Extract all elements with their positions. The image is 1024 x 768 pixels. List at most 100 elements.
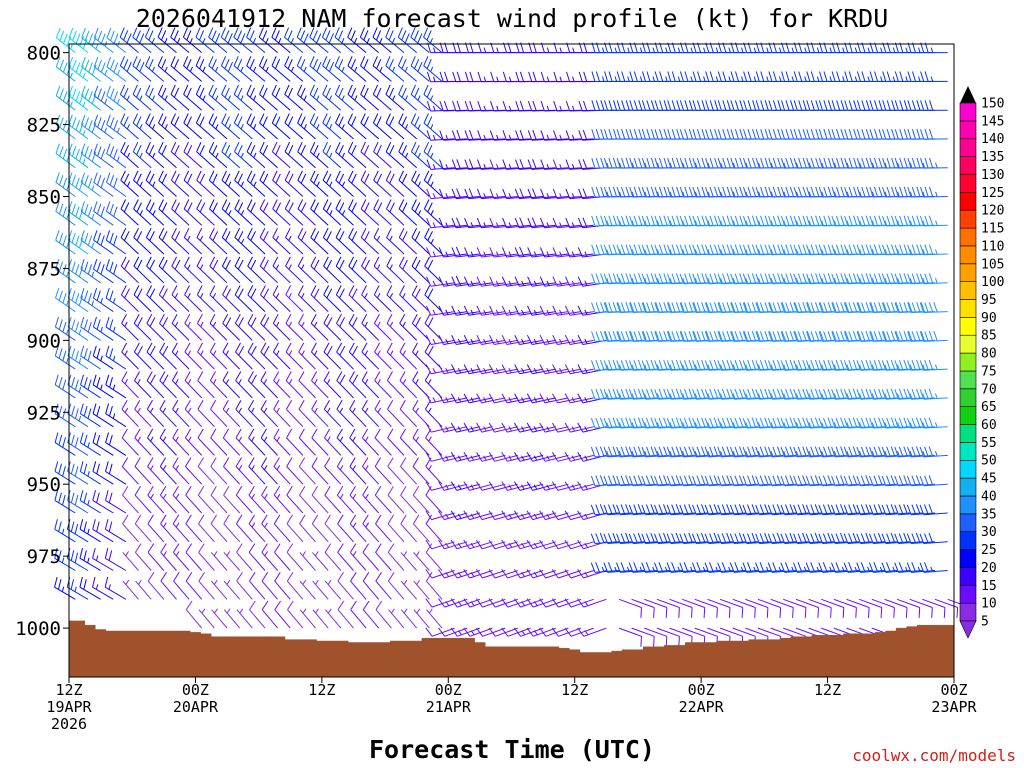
barb-feather [339, 288, 345, 299]
wind-barb [284, 170, 304, 197]
barb-feather [721, 388, 727, 400]
barb-shaft [121, 466, 139, 485]
barb-feather [628, 504, 634, 515]
wind-barb [248, 543, 266, 571]
barb-feather [595, 244, 600, 255]
barb-feather [338, 231, 345, 241]
barb-feather [185, 572, 193, 582]
barb-feather [373, 141, 379, 152]
barb-half-feather [584, 426, 588, 432]
barb-feather [539, 364, 546, 374]
wind-barb [564, 452, 594, 462]
wind-barb [54, 432, 76, 456]
barb-shaft [105, 499, 127, 514]
barb-feather [701, 446, 706, 457]
barb-feather [74, 523, 79, 535]
barb-feather [501, 569, 509, 579]
wind-barb [185, 457, 203, 485]
wind-barb [159, 428, 177, 456]
barb-feather [425, 627, 433, 637]
barb-half-feather [644, 162, 647, 169]
wind-barb [160, 543, 177, 571]
barb-half-feather [470, 367, 474, 374]
wind-barb [285, 371, 304, 399]
barb-half-feather [546, 309, 550, 315]
barb-feather [577, 481, 584, 491]
barb-shaft [323, 380, 342, 399]
barb-feather [58, 521, 62, 532]
barb-feather [297, 285, 304, 296]
barb-feather [600, 273, 605, 284]
wind-barb [133, 199, 152, 226]
barb-feather [713, 475, 719, 486]
barb-shaft [67, 586, 89, 600]
wind-barb [310, 199, 329, 226]
wind-barb [121, 371, 139, 399]
barb-feather [233, 27, 239, 38]
wind-barb [312, 551, 329, 571]
barb-half-feather [619, 249, 622, 255]
barb-feather [532, 129, 537, 141]
barb-shaft [159, 408, 177, 428]
wind-barb [311, 428, 329, 456]
wind-barb [259, 84, 278, 111]
barb-feather [79, 432, 84, 443]
barb-feather [705, 301, 711, 313]
barb-feather [456, 129, 461, 141]
wind-barb [551, 481, 582, 491]
wind-barb [551, 627, 582, 637]
barb-feather [222, 428, 230, 439]
barb-half-feather [377, 321, 381, 327]
barb-half-feather [301, 321, 305, 327]
barb-feather [250, 173, 256, 184]
barb-feather [146, 313, 153, 324]
barb-half-feather [225, 350, 229, 356]
barb-half-feather [342, 210, 346, 216]
barb-feather [170, 56, 176, 67]
wind-barb [145, 56, 165, 82]
wind-barb [337, 600, 354, 629]
barb-feather [233, 84, 239, 95]
barb-feather [113, 177, 118, 188]
barb-feather [322, 113, 328, 124]
barb-feather [450, 422, 457, 433]
barb-feather [80, 143, 86, 154]
barb-feather [726, 532, 731, 544]
barb-feather [513, 510, 521, 520]
barb-half-feather [584, 572, 589, 577]
barb-feather [351, 317, 358, 327]
barb-half-feather [66, 329, 69, 335]
barb-feather [362, 514, 369, 525]
wind-barb [334, 27, 354, 53]
barb-feather [667, 273, 672, 284]
wind-barb [80, 374, 101, 399]
barb-feather [246, 56, 252, 67]
barb-feather [663, 157, 668, 169]
wind-barb [347, 27, 367, 53]
barb-feather [425, 572, 433, 582]
barb-feather [250, 144, 256, 155]
barb-feather [374, 428, 381, 439]
barb-half-feather [379, 37, 383, 44]
barb-feather [88, 120, 93, 131]
wind-barb [271, 27, 291, 53]
wind-barb [399, 428, 418, 456]
barb-feather [338, 30, 344, 41]
barb-feather [654, 389, 659, 400]
barb-feather [83, 550, 87, 561]
wind-barb [656, 598, 680, 618]
barb-feather [709, 129, 714, 140]
barb-half-feather [682, 364, 685, 370]
wind-barb [197, 399, 215, 428]
barb-half-feather [341, 66, 345, 72]
barb-feather [83, 579, 87, 590]
barb-feather [59, 203, 64, 215]
barb-feather [684, 100, 689, 111]
barb-feather [519, 217, 525, 228]
wind-barb [426, 217, 455, 229]
barb-feather [300, 87, 306, 98]
barb-feather [54, 519, 58, 530]
barb-feather [717, 100, 722, 111]
wind-barb [336, 342, 354, 370]
barb-feather [595, 417, 600, 428]
